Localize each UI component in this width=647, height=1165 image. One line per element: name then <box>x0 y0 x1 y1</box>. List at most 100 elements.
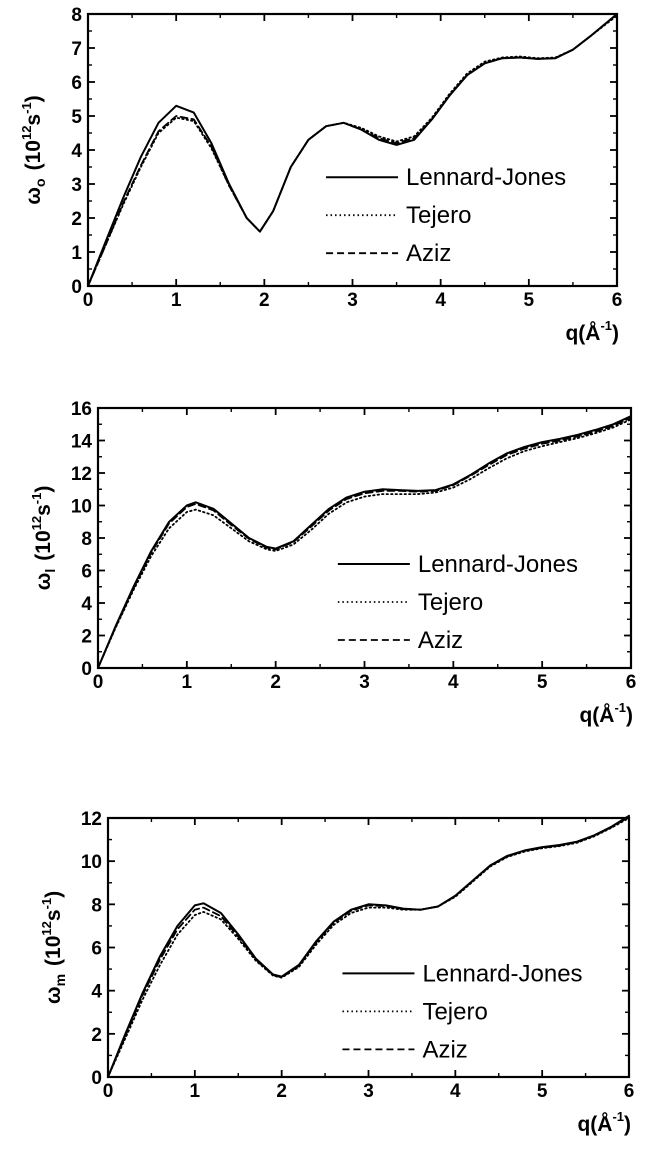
y-tick-label: 5 <box>71 107 82 128</box>
x-tick-value: 1 <box>182 672 193 693</box>
x-tick-label: 0 <box>93 672 104 693</box>
legend-entry-name: Lennard-Jones <box>406 164 566 191</box>
x-tick-label: 3 <box>359 672 370 693</box>
y-label-exponent: 12 <box>19 126 34 140</box>
x-tick-value: 1 <box>171 290 182 311</box>
legend-label: Tejero <box>418 589 483 616</box>
y-tick-label: 10 <box>81 852 102 873</box>
y-tick-label: 2 <box>81 627 92 648</box>
x-tick-label: 5 <box>524 290 535 311</box>
y-tick-value: 12 <box>81 809 102 830</box>
y-label-subscript: l <box>42 569 58 573</box>
x-label-exponent: -1 <box>614 700 626 715</box>
x-tick-value: 4 <box>450 1081 461 1102</box>
x-tick-label: 3 <box>363 1081 374 1102</box>
chart-panel-2: 0 1 2 3 4 5 60246810121416Lennard-JonesTejeroA… <box>29 399 636 727</box>
legend-entry-name: Lennard-Jones <box>418 551 578 578</box>
y-tick-value: 5 <box>71 107 82 128</box>
y-axis-label: ωl (1012s-1) <box>29 486 58 591</box>
x-axis-label: q(Å-1) <box>579 700 633 727</box>
y-tick-value: 12 <box>71 464 92 485</box>
legend-entry-name: Aziz <box>422 1036 467 1063</box>
x-tick-value: 5 <box>537 1081 548 1102</box>
plot-frame <box>106 816 631 1079</box>
series-line-lennard-jones <box>107 814 630 1078</box>
y-tick-value: 0 <box>81 659 92 680</box>
y-label-symbol: ω <box>22 187 45 205</box>
x-tick-value: 2 <box>270 672 281 693</box>
legend-label: Lennard-Jones <box>406 164 566 191</box>
x-tick-value: 3 <box>359 672 370 693</box>
y-tick-value: 7 <box>71 39 82 60</box>
y-label-exponent: 12 <box>39 921 54 935</box>
y-tick-label: 3 <box>71 175 82 196</box>
y-tick-value: 0 <box>91 1068 102 1089</box>
y-tick-label: 8 <box>71 5 82 26</box>
x-tick-value: 2 <box>259 290 270 311</box>
y-tick-value: 6 <box>81 562 92 583</box>
y-tick-value: 8 <box>71 5 82 26</box>
x-label-exponent: -1 <box>612 1109 624 1124</box>
y-tick-value: 4 <box>91 982 102 1003</box>
series-line-lennard-jones <box>97 415 632 669</box>
y-tick-value: 4 <box>81 594 92 615</box>
y-tick-value: 10 <box>81 852 102 873</box>
legend-label: Aziz <box>422 1036 467 1063</box>
y-label-exponent2: -1 <box>19 102 34 114</box>
y-tick-label: 8 <box>81 529 92 550</box>
x-label-exponent: -1 <box>600 318 612 333</box>
chart-panel-3: 0 1 2 3 4 5 6024681012Lennard-JonesTejeroAzizω… <box>39 809 634 1136</box>
y-tick-value: 6 <box>91 939 102 960</box>
y-label-unit: (10 <box>22 140 45 170</box>
x-tick-label: 1 <box>182 672 193 693</box>
y-label-subscript: m <box>52 974 68 986</box>
x-tick-label: 0 <box>103 1081 114 1102</box>
x-tick-label: 5 <box>537 1081 548 1102</box>
legend-label: Lennard-Jones <box>422 960 582 987</box>
x-tick-value: 5 <box>537 672 548 693</box>
y-tick-label: 12 <box>81 809 102 830</box>
legend-entry-name: Tejero <box>406 202 471 229</box>
legend-label: Tejero <box>406 202 471 229</box>
y-tick-label: 0 <box>91 1068 102 1089</box>
y-tick-value: 2 <box>91 1025 102 1046</box>
legend-label: Aziz <box>418 627 463 654</box>
x-axis-label: q(Å-1) <box>565 318 619 345</box>
y-label-exponent2: -1 <box>29 493 44 505</box>
x-tick-label: 6 <box>626 672 637 693</box>
y-label-unit2: s <box>32 504 55 516</box>
y-label-exponent: 12 <box>29 516 44 530</box>
x-tick-label: 6 <box>612 290 623 311</box>
x-tick-value: 6 <box>612 290 623 311</box>
y-tick-value: 4 <box>71 141 82 162</box>
y-tick-label: 6 <box>91 939 102 960</box>
x-tick-label: 2 <box>276 1081 287 1102</box>
legend-entry-name: Lennard-Jones <box>422 960 582 987</box>
y-tick-label: 16 <box>71 399 92 420</box>
x-label-text: q(Å <box>579 703 614 727</box>
y-tick-value: 3 <box>71 175 82 196</box>
y-tick-value: 8 <box>81 529 92 550</box>
y-tick-label: 6 <box>71 73 82 94</box>
y-tick-value: 1 <box>71 243 82 264</box>
series-line-lennard-jones <box>87 13 618 287</box>
legend-entry-name: Tejero <box>418 589 483 616</box>
x-tick-label: 3 <box>347 290 358 311</box>
y-tick-value: 10 <box>71 497 92 518</box>
legend-label: Aziz <box>406 240 451 267</box>
x-tick-label: 5 <box>537 672 548 693</box>
y-tick-value: 6 <box>71 73 82 94</box>
y-label-exponent2: -1 <box>39 898 54 910</box>
y-axis-label: ωo (1012s-1) <box>19 95 48 204</box>
y-tick-value: 14 <box>71 432 93 453</box>
y-tick-label: 1 <box>71 243 82 264</box>
series-line-aziz <box>107 816 630 1078</box>
y-label-unit: (10 <box>32 530 55 560</box>
x-label-text: q(Å <box>577 1112 612 1136</box>
x-tick-label: 4 <box>450 1081 461 1102</box>
x-tick-value: 5 <box>524 290 535 311</box>
y-label-paren: ) <box>32 486 55 493</box>
x-tick-value: 4 <box>435 290 446 311</box>
x-tick-value: 3 <box>347 290 358 311</box>
